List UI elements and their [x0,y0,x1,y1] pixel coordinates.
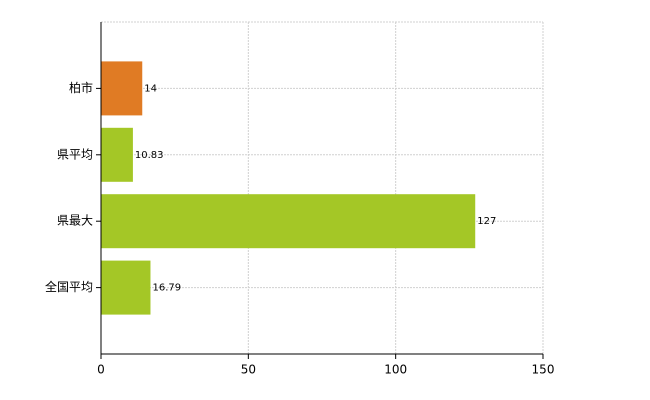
value-label: 127 [477,216,496,227]
x-tick-label: 0 [97,363,105,377]
x-tick-label: 100 [384,363,407,377]
bar [101,194,476,249]
y-tick-label: 県平均 [57,147,93,161]
bar [101,260,151,315]
value-label: 10.83 [135,150,164,161]
value-label: 14 [144,83,157,94]
x-tick-label: 50 [241,363,256,377]
bar [101,127,133,182]
y-tick-label: 柏市 [69,80,93,95]
y-tick-label: 全国平均 [45,279,93,294]
value-label: 16.79 [152,283,181,294]
y-tick-label: 県最大 [57,214,93,228]
x-tick-label: 150 [532,363,555,377]
bar [101,61,143,116]
